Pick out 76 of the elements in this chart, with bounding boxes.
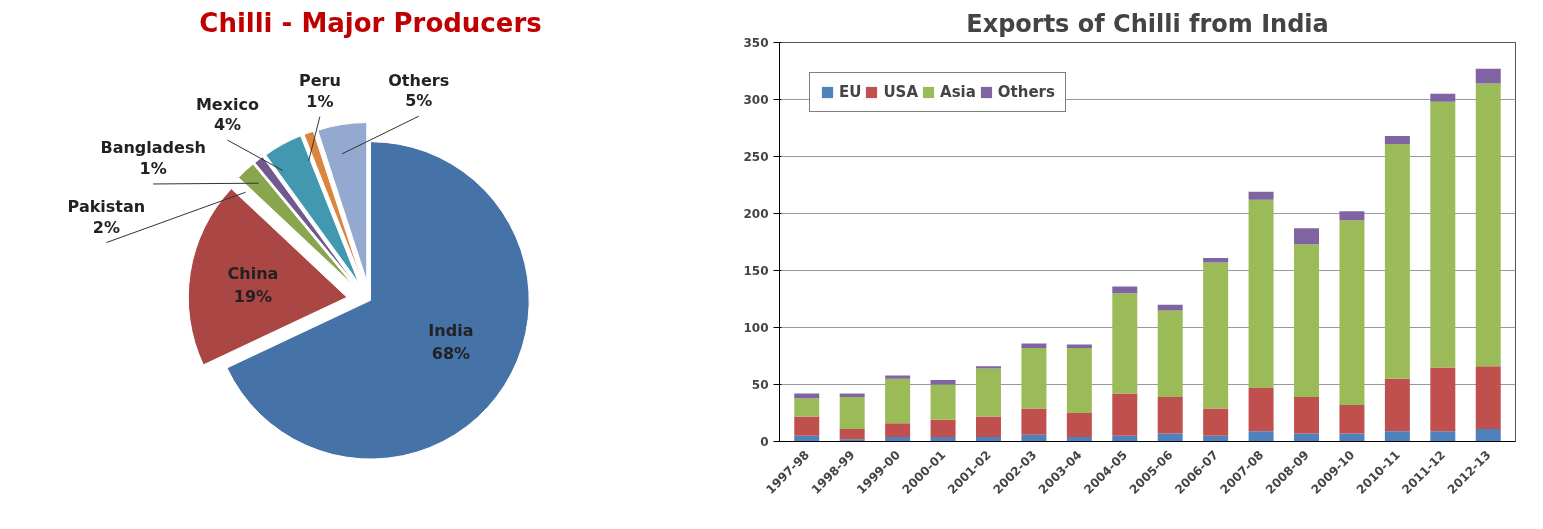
bar <box>1112 293 1138 394</box>
bar <box>839 397 865 429</box>
bar <box>1203 257 1229 263</box>
bar <box>885 423 911 437</box>
data-label: 68% <box>431 343 471 363</box>
bar <box>1430 431 1456 442</box>
slice-label: Peru <box>298 70 341 90</box>
data-label: 4% <box>213 115 242 135</box>
bar <box>1339 211 1365 221</box>
bar <box>1294 397 1320 434</box>
y-tick-label: 50 <box>751 378 769 392</box>
bar <box>1475 83 1501 367</box>
data-label: 2% <box>92 217 120 237</box>
bar <box>1066 348 1092 413</box>
bar <box>975 366 1001 369</box>
legend-label: Others <box>997 83 1055 101</box>
bar <box>1157 310 1183 398</box>
bar <box>930 384 956 420</box>
legend-label: Asia <box>940 83 976 101</box>
bar <box>1021 408 1047 435</box>
data-label: 1% <box>139 159 167 178</box>
bar <box>1294 244 1320 398</box>
bar <box>1475 68 1501 84</box>
bar <box>1112 393 1138 436</box>
y-tick-label: 350 <box>743 36 769 50</box>
bar <box>930 379 956 385</box>
slice-label: India <box>428 320 474 340</box>
bar <box>975 416 1001 437</box>
bar <box>1339 405 1365 434</box>
bar <box>794 416 820 436</box>
y-tick-label: 250 <box>743 150 769 164</box>
slice-label: Mexico <box>195 94 259 114</box>
bar <box>1430 93 1456 102</box>
slice-label: China <box>227 264 279 284</box>
chart-title: Exports of Chilli from India <box>966 9 1329 38</box>
bar <box>1339 220 1365 406</box>
bar <box>1248 199 1274 388</box>
bar <box>1430 101 1456 368</box>
bar <box>885 375 911 379</box>
bar <box>839 428 865 440</box>
bar <box>1384 431 1410 442</box>
bar <box>1203 408 1229 436</box>
legend-label: USA <box>883 83 919 101</box>
bar <box>1294 228 1320 245</box>
bar <box>930 419 956 437</box>
bar <box>1021 348 1047 409</box>
bar <box>1248 431 1274 442</box>
bar <box>1430 367 1456 432</box>
bar <box>1384 135 1410 144</box>
bar <box>885 378 911 424</box>
bar <box>1384 143 1410 379</box>
bar <box>1384 378 1410 432</box>
bar <box>975 368 1001 417</box>
slice-label: Bangladesh <box>100 138 206 158</box>
slice-label: Others <box>388 70 450 90</box>
slice-label: Pakistan <box>67 196 146 216</box>
bar <box>1066 413 1092 437</box>
bar <box>794 398 820 417</box>
y-tick-label: 300 <box>743 93 769 107</box>
y-tick-label: 200 <box>743 207 769 221</box>
bar <box>1248 387 1274 432</box>
bar <box>1157 397 1183 434</box>
y-tick-label: 100 <box>743 321 769 335</box>
y-tick-label: 0 <box>760 435 769 449</box>
bar <box>1021 343 1047 349</box>
legend-label: EU <box>839 83 862 101</box>
data-label: 19% <box>233 287 273 307</box>
bar <box>1112 286 1138 294</box>
y-tick-label: 150 <box>743 264 769 278</box>
bar <box>1475 366 1501 429</box>
bar <box>1475 428 1501 442</box>
data-label: 1% <box>306 91 334 111</box>
chart-title: Chilli - Major Producers <box>199 7 542 38</box>
data-label: 5% <box>405 91 433 111</box>
bar <box>1203 262 1229 409</box>
bar <box>1248 191 1274 200</box>
